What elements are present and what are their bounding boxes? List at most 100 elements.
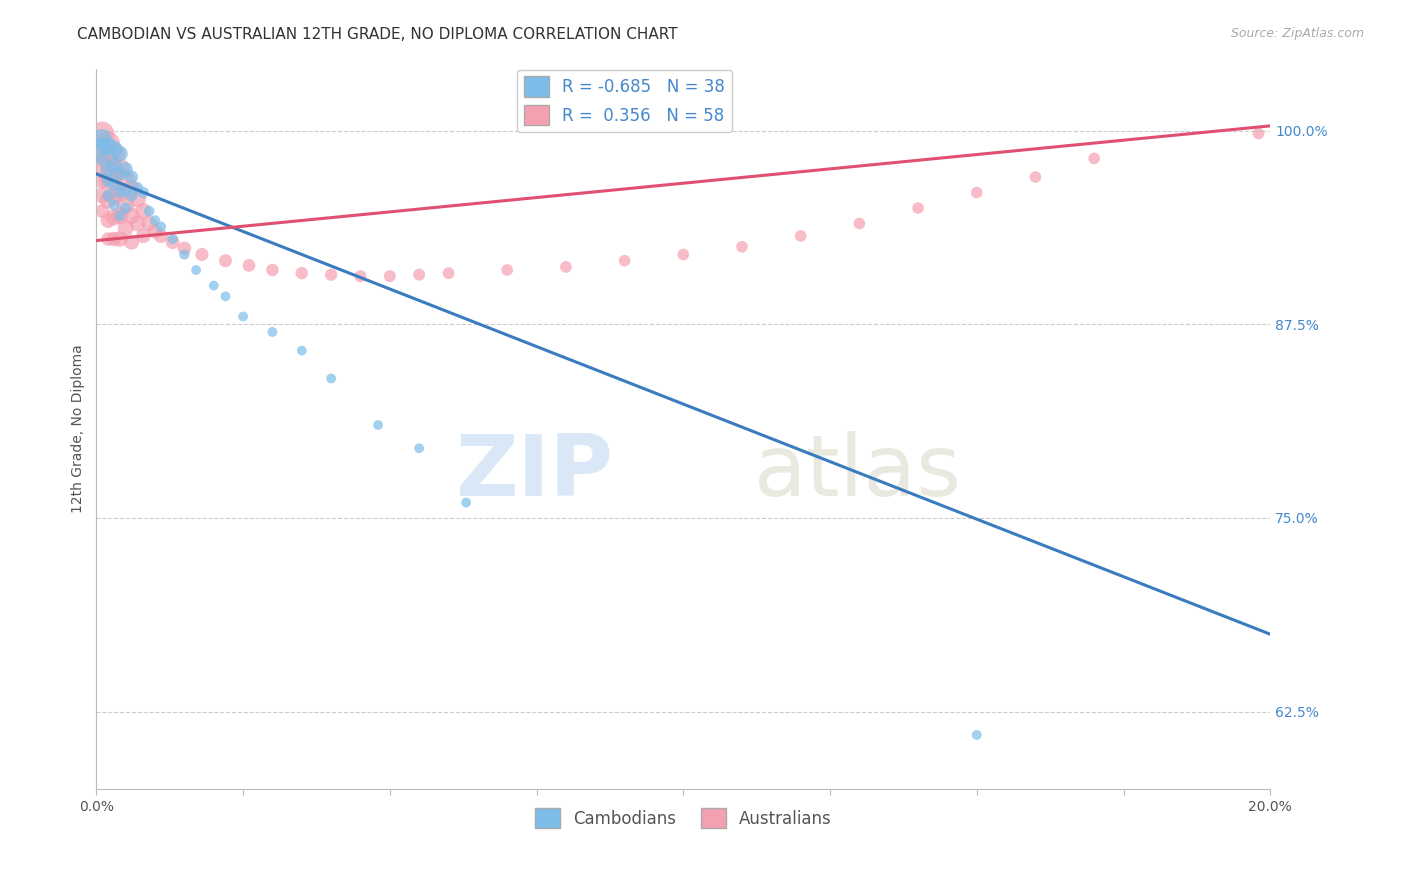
Point	[108, 209, 131, 223]
Point	[214, 253, 236, 268]
Point	[97, 162, 120, 177]
Point	[138, 204, 160, 219]
Point	[97, 173, 120, 187]
Point	[162, 232, 184, 246]
Point	[437, 266, 460, 280]
Point	[132, 228, 155, 243]
Point	[91, 188, 114, 202]
Point	[91, 139, 114, 153]
Point	[97, 188, 120, 202]
Point	[1024, 169, 1046, 184]
Legend: Cambodians, Australians: Cambodians, Australians	[527, 801, 838, 835]
Point	[103, 232, 125, 246]
Point	[132, 204, 155, 219]
Point	[262, 263, 284, 277]
Point	[966, 728, 988, 742]
Point	[114, 173, 136, 187]
Point	[127, 181, 149, 195]
Point	[108, 186, 131, 200]
Point	[127, 217, 149, 231]
Point	[97, 232, 120, 246]
Point	[202, 278, 225, 293]
Point	[1083, 152, 1105, 166]
Point	[132, 186, 155, 200]
Point	[966, 186, 988, 200]
Point	[91, 142, 114, 156]
Point	[108, 186, 131, 200]
Point	[173, 241, 195, 255]
Y-axis label: 12th Grade, No Diploma: 12th Grade, No Diploma	[72, 344, 86, 513]
Point	[408, 442, 430, 456]
Point	[214, 289, 236, 303]
Point	[321, 371, 343, 385]
Point	[103, 146, 125, 161]
Point	[91, 204, 114, 219]
Point	[907, 201, 929, 215]
Point	[291, 266, 314, 280]
Point	[103, 158, 125, 172]
Point	[321, 268, 343, 282]
Text: atlas: atlas	[754, 431, 962, 514]
Point	[114, 162, 136, 177]
Point	[103, 178, 125, 192]
Point	[121, 209, 143, 223]
Point	[103, 142, 125, 156]
Point	[121, 169, 143, 184]
Point	[91, 131, 114, 145]
Point	[672, 247, 695, 261]
Point	[149, 228, 172, 243]
Point	[554, 260, 576, 274]
Point	[97, 213, 120, 227]
Point	[143, 213, 166, 227]
Point	[408, 268, 430, 282]
Point	[121, 188, 143, 202]
Point	[103, 188, 125, 202]
Point	[108, 146, 131, 161]
Point	[184, 263, 207, 277]
Point	[114, 201, 136, 215]
Text: CAMBODIAN VS AUSTRALIAN 12TH GRADE, NO DIPLOMA CORRELATION CHART: CAMBODIAN VS AUSTRALIAN 12TH GRADE, NO D…	[77, 27, 678, 42]
Point	[191, 247, 214, 261]
Point	[378, 269, 401, 284]
Point	[121, 235, 143, 249]
Point	[121, 182, 143, 196]
Point	[731, 240, 754, 254]
Point	[108, 232, 131, 246]
Point	[114, 221, 136, 235]
Point	[91, 127, 114, 141]
Text: ZIP: ZIP	[456, 431, 613, 514]
Point	[108, 209, 131, 223]
Point	[367, 417, 389, 432]
Point	[456, 495, 478, 509]
Point	[149, 219, 172, 234]
Point	[114, 182, 136, 196]
Point	[127, 192, 149, 206]
Point	[91, 152, 114, 166]
Point	[291, 343, 314, 358]
Point	[138, 217, 160, 231]
Point	[613, 253, 636, 268]
Point	[91, 158, 114, 172]
Point	[173, 247, 195, 261]
Point	[349, 269, 371, 284]
Point	[103, 198, 125, 212]
Point	[97, 139, 120, 153]
Point	[108, 162, 131, 177]
Point	[103, 167, 125, 181]
Point	[496, 263, 519, 277]
Point	[97, 194, 120, 208]
Point	[238, 258, 260, 272]
Point	[114, 198, 136, 212]
Point	[262, 325, 284, 339]
Text: Source: ZipAtlas.com: Source: ZipAtlas.com	[1230, 27, 1364, 40]
Point	[162, 235, 184, 249]
Point	[848, 217, 870, 231]
Point	[97, 173, 120, 187]
Point	[1247, 127, 1270, 141]
Point	[97, 154, 120, 169]
Point	[97, 136, 120, 150]
Point	[789, 228, 811, 243]
Point	[108, 167, 131, 181]
Point	[143, 224, 166, 238]
Point	[232, 310, 254, 324]
